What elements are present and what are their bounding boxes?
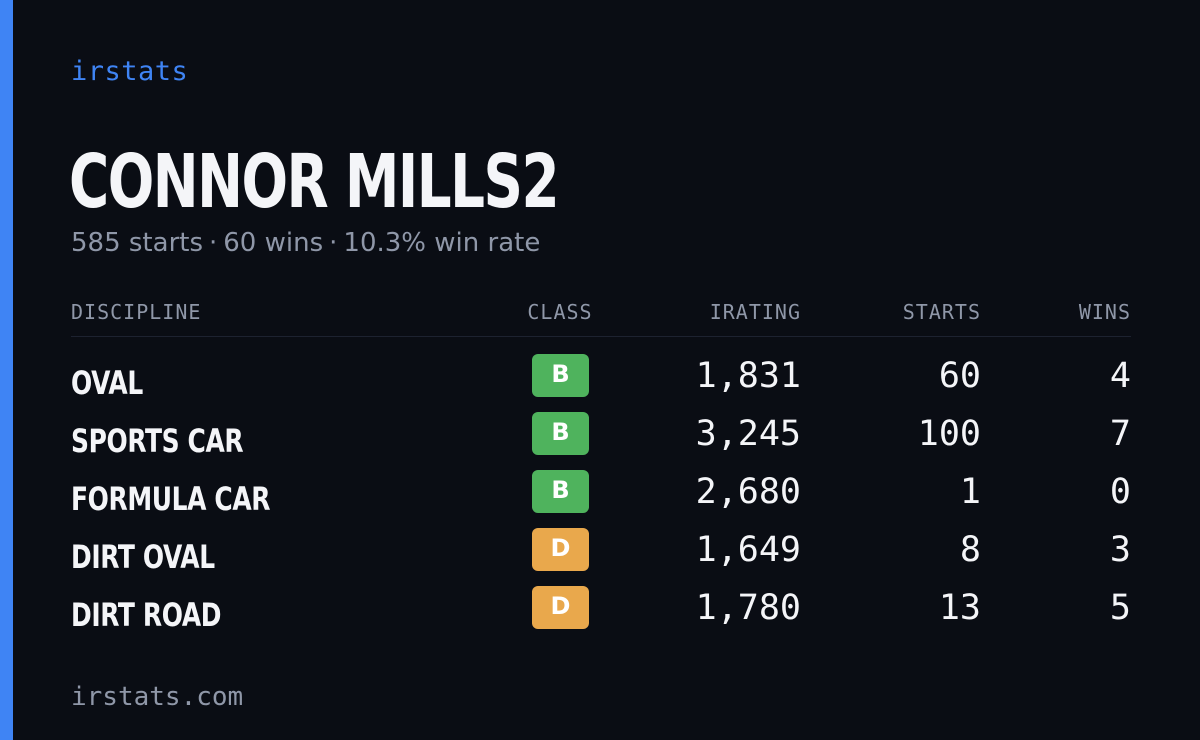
accent-bar bbox=[0, 0, 13, 740]
header-wins: WINS bbox=[1078, 300, 1131, 324]
starts-value: 8 bbox=[959, 530, 981, 570]
brand-logo-text: irstats bbox=[71, 56, 189, 87]
header-discipline: DISCIPLINE bbox=[71, 300, 202, 324]
discipline-name: DIRT ROAD bbox=[71, 596, 222, 634]
irating-value: 1,831 bbox=[695, 356, 801, 396]
separator-dot: · bbox=[209, 228, 218, 258]
discipline-name: DIRT OVAL bbox=[71, 538, 215, 576]
table-row: SPORTS CAR B 3,245 100 7 bbox=[71, 412, 1131, 470]
class-badge: B bbox=[532, 354, 589, 397]
discipline-name: SPORTS CAR bbox=[71, 422, 244, 460]
total-starts: 585 starts bbox=[71, 228, 203, 258]
starts-value: 100 bbox=[917, 414, 981, 454]
separator-dot: · bbox=[329, 228, 338, 258]
table-row: FORMULA CAR B 2,680 1 0 bbox=[71, 470, 1131, 528]
starts-value: 13 bbox=[938, 588, 981, 628]
class-badge: B bbox=[532, 470, 589, 513]
footer-url: irstats.com bbox=[71, 682, 244, 712]
irating-value: 3,245 bbox=[695, 414, 801, 454]
discipline-table: DISCIPLINE CLASS IRATING STARTS WINS OVA… bbox=[71, 298, 1131, 634]
driver-summary: 585 starts · 60 wins · 10.3% win rate bbox=[71, 228, 540, 258]
table-header: DISCIPLINE CLASS IRATING STARTS WINS bbox=[71, 298, 1131, 337]
irating-value: 1,649 bbox=[695, 530, 801, 570]
total-wins: 60 wins bbox=[223, 228, 324, 258]
wins-value: 4 bbox=[1109, 356, 1131, 396]
wins-value: 7 bbox=[1109, 414, 1131, 454]
discipline-name: FORMULA CAR bbox=[71, 480, 271, 518]
class-badge: D bbox=[532, 586, 589, 629]
header-starts: STARTS bbox=[902, 300, 981, 324]
irating-value: 2,680 bbox=[695, 472, 801, 512]
irating-value: 1,780 bbox=[695, 588, 801, 628]
starts-value: 1 bbox=[959, 472, 981, 512]
discipline-name: OVAL bbox=[71, 364, 143, 402]
wins-value: 5 bbox=[1109, 588, 1131, 628]
class-badge: D bbox=[532, 528, 589, 571]
starts-value: 60 bbox=[938, 356, 981, 396]
table-row: DIRT OVAL D 1,649 8 3 bbox=[71, 528, 1131, 586]
header-irating: IRATING bbox=[709, 300, 801, 324]
wins-value: 3 bbox=[1109, 530, 1131, 570]
header-class-label: CLASS bbox=[527, 300, 593, 324]
table-row: DIRT ROAD D 1,780 13 5 bbox=[71, 586, 1131, 644]
table-row: OVAL B 1,831 60 4 bbox=[71, 354, 1131, 412]
win-rate: 10.3% win rate bbox=[343, 228, 541, 258]
driver-name: CONNOR MILLS2 bbox=[69, 139, 560, 225]
class-badge: B bbox=[532, 412, 589, 455]
wins-value: 0 bbox=[1109, 472, 1131, 512]
